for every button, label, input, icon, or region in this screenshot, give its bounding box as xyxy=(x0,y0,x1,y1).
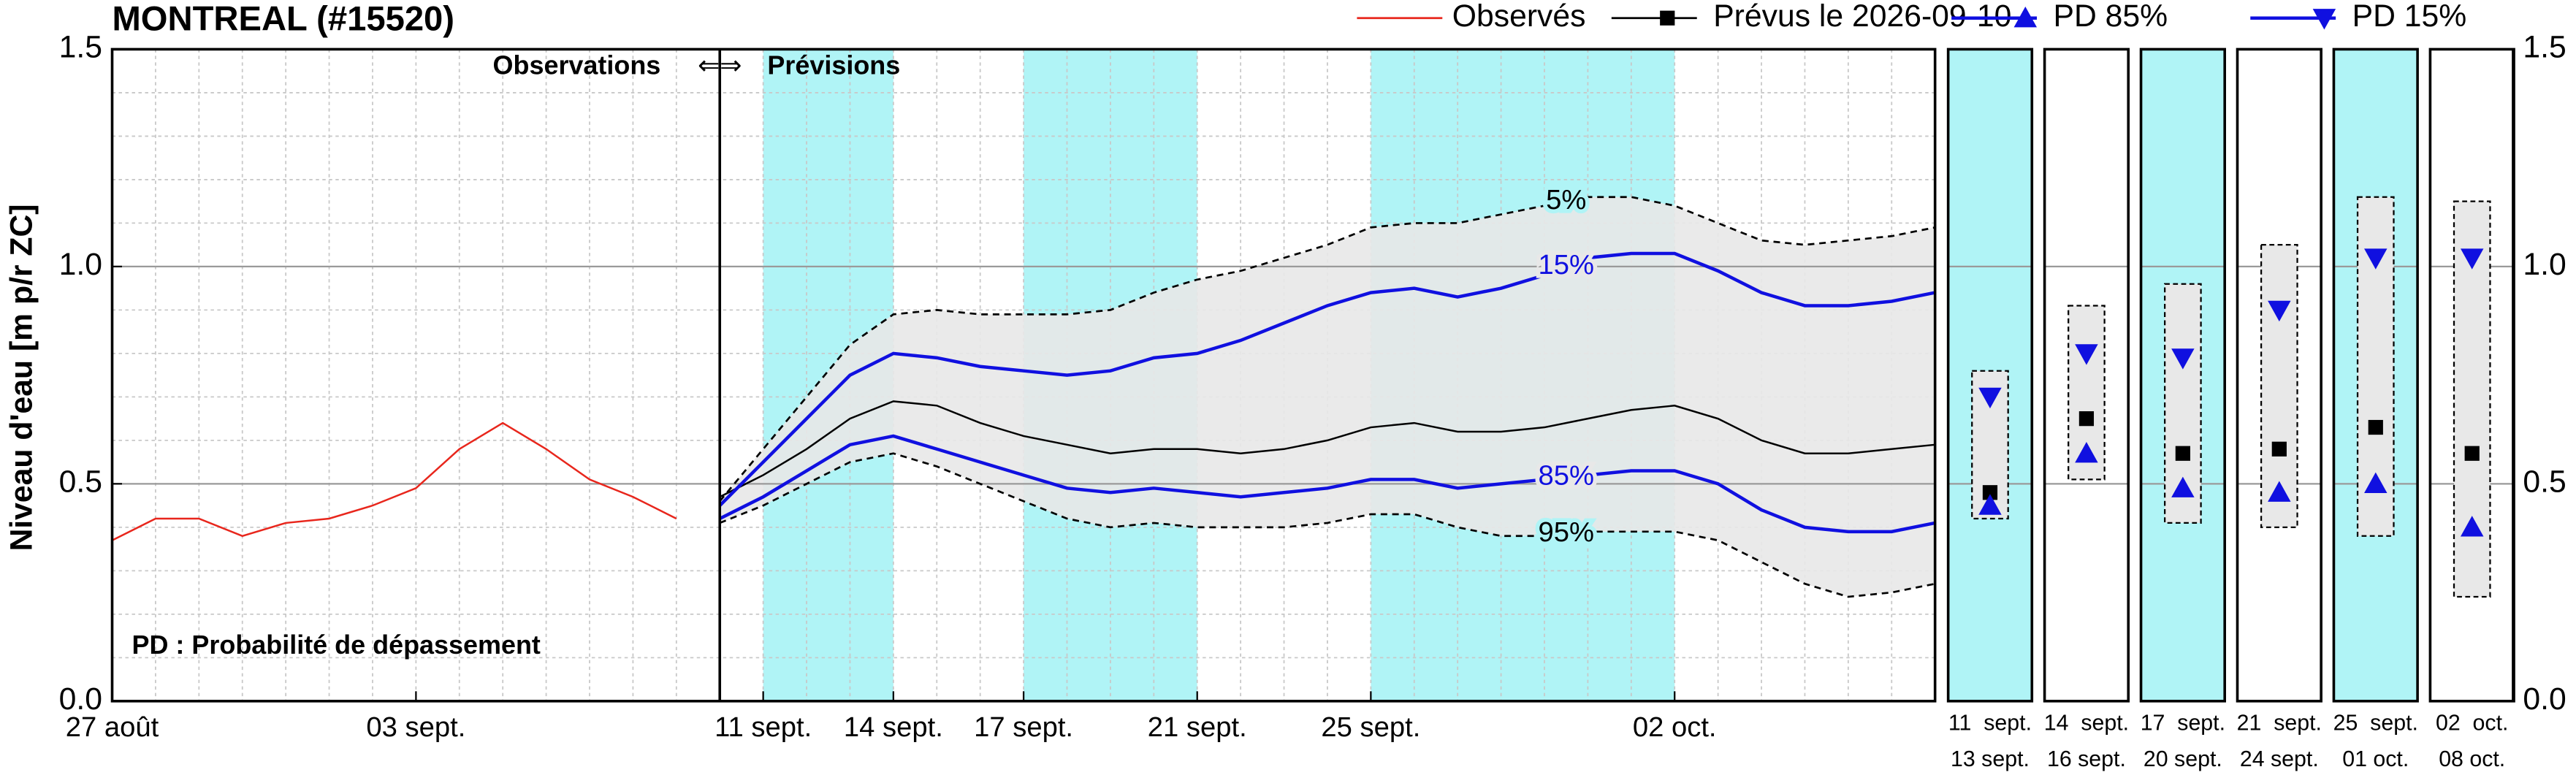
period-label-end: 24 sept. xyxy=(2240,747,2319,771)
marker-triangle-down xyxy=(2364,248,2388,270)
marker-square xyxy=(1660,10,1675,26)
marker-square xyxy=(2368,419,2383,435)
marker-triangle-down xyxy=(2312,9,2336,30)
uncertainty-band xyxy=(720,196,1935,598)
series-line xyxy=(719,400,1935,498)
legend-label: PD 85% xyxy=(2054,0,2168,34)
series-inline-label: 85% xyxy=(1538,460,1593,492)
marker-triangle-up xyxy=(2171,476,2195,497)
period-frame xyxy=(2236,47,2322,703)
period-label-end: 20 sept. xyxy=(2144,747,2222,771)
x-tick-label: 27 août xyxy=(66,711,159,743)
period-label-end: 01 oct. xyxy=(2342,747,2409,771)
y-tick-label: 1.0 xyxy=(59,247,102,282)
x-tick-label: 21 sept. xyxy=(1148,711,1247,743)
chart-title: MONTREAL (#15520) xyxy=(113,0,455,39)
marker-triangle-up xyxy=(2075,441,2098,463)
marker-square xyxy=(2271,441,2287,457)
period-label-start: 02 oct. xyxy=(2436,711,2508,735)
marker-triangle-up xyxy=(2013,6,2038,28)
marker-square xyxy=(1982,485,1998,500)
period-frame xyxy=(2043,47,2130,703)
period-label-end: 13 sept. xyxy=(1951,747,2030,771)
annotation: Observations xyxy=(493,50,661,80)
period-frame xyxy=(1946,47,2034,703)
y-tick-label: 1.5 xyxy=(59,30,102,65)
period-frame xyxy=(2139,47,2226,703)
series-line xyxy=(718,251,1936,507)
marker-triangle-down xyxy=(2268,300,2291,322)
x-tick-label: 11 sept. xyxy=(715,711,812,743)
x-tick-label: 17 sept. xyxy=(974,711,1073,743)
marker-triangle-down xyxy=(2460,248,2484,270)
marker-square xyxy=(2464,446,2480,461)
series-line xyxy=(719,196,1935,503)
period-label-start: 21 sept. xyxy=(2237,711,2322,735)
y-tick-label-right: 0.5 xyxy=(2523,465,2566,500)
y-tick-label-right: 1.5 xyxy=(2523,30,2566,65)
x-tick-label: 25 sept. xyxy=(1321,711,1420,743)
marker-triangle-down xyxy=(2075,344,2098,365)
y-tick-label-right: 1.0 xyxy=(2523,247,2566,282)
marker-square xyxy=(2078,411,2095,427)
legend-label: Observés xyxy=(1452,0,1586,34)
x-tick-label: 02 oct. xyxy=(1633,711,1717,743)
y-axis-label: Niveau d'eau [m p/r ZC] xyxy=(4,204,39,551)
x-tick-label: 03 sept. xyxy=(366,711,465,743)
series-inline-label: 15% xyxy=(1538,249,1593,280)
period-label-start: 25 sept. xyxy=(2333,711,2418,735)
marker-triangle-up xyxy=(1978,494,2002,515)
series-inline-label: 5% xyxy=(1546,184,1586,215)
annotation-note: PD : Probabilité de dépassement xyxy=(132,630,540,660)
period-label-end: 08 oct. xyxy=(2439,747,2505,771)
plot-frame xyxy=(110,47,1937,703)
series-line xyxy=(719,434,1936,534)
period-label-start: 11 sept. xyxy=(1948,711,2032,735)
marker-triangle-up xyxy=(2268,481,2291,502)
series-line xyxy=(111,421,677,541)
period-frame xyxy=(2332,47,2419,703)
marker-triangle-down xyxy=(1978,387,2002,409)
annotation: ⇐⇒ xyxy=(698,50,742,80)
annotation: Prévisions xyxy=(767,50,900,80)
period-label-end: 16 sept. xyxy=(2047,747,2126,771)
marker-square xyxy=(2175,446,2190,461)
y-tick-label: 0.0 xyxy=(59,682,102,717)
period-label-start: 17 sept. xyxy=(2141,711,2225,735)
marker-triangle-up xyxy=(2364,472,2388,493)
x-tick-label: 14 sept. xyxy=(844,711,943,743)
period-range xyxy=(2260,244,2298,528)
marker-triangle-down xyxy=(2171,348,2195,370)
series-inline-label: 95% xyxy=(1538,516,1593,548)
legend-label: PD 15% xyxy=(2352,0,2467,34)
series-line xyxy=(719,452,1935,598)
marker-triangle-up xyxy=(2460,516,2484,537)
period-label-start: 14 sept. xyxy=(2044,711,2129,735)
y-tick-label-right: 0.0 xyxy=(2523,682,2566,717)
y-tick-label: 0.5 xyxy=(59,465,102,500)
